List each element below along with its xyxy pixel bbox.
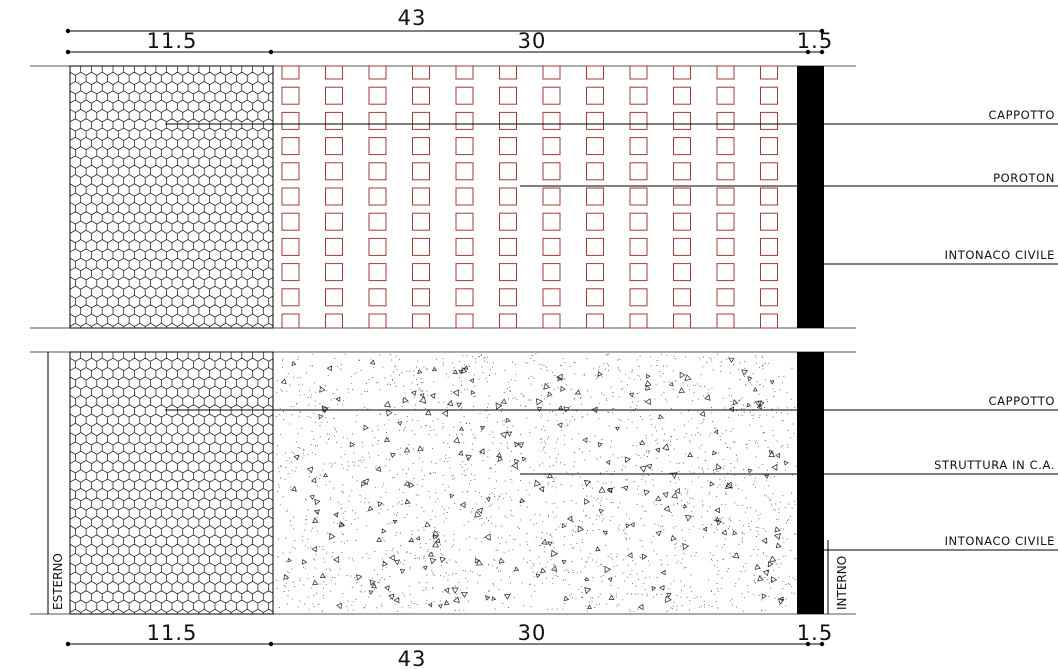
dim-core-top: 30 bbox=[518, 29, 547, 53]
label-cappotto-top: CAPPOTTO bbox=[988, 108, 1055, 122]
dim-insulation-bottom: 11.5 bbox=[147, 621, 198, 645]
label-esterno: ESTERNO bbox=[51, 553, 65, 610]
section-poroton: CAPPOTTO POROTON INTONACO CIVILE bbox=[30, 65, 1058, 329]
label-cappotto-bottom: CAPPOTTO bbox=[988, 394, 1055, 408]
plaster-layer-top bbox=[797, 66, 824, 328]
dim-total-top: 43 bbox=[398, 6, 427, 30]
dim-plaster-top: 1.5 bbox=[797, 29, 833, 53]
dim-total-bottom: 43 bbox=[398, 647, 427, 669]
label-intonaco-bottom: INTONACO CIVILE bbox=[945, 534, 1055, 548]
section-concrete: CAPPOTTO STRUTTURA IN C.A. INTONACO CIVI… bbox=[30, 351, 1058, 615]
plaster-layer-bottom bbox=[797, 352, 824, 614]
top-dimension-chain: 43 11.5 30 1.5 bbox=[65, 6, 833, 55]
bottom-dimension-chain: 11.5 30 1.5 43 bbox=[65, 621, 833, 669]
dim-core-bottom: 30 bbox=[518, 621, 547, 645]
concrete-hatch-pattern bbox=[276, 353, 796, 613]
insulation-hatch-top bbox=[70, 66, 273, 328]
insulation-hatch-bottom bbox=[70, 352, 273, 614]
label-poroton: POROTON bbox=[993, 171, 1055, 185]
poroton-block-pattern bbox=[281, 65, 778, 329]
label-intonaco-top: INTONACO CIVILE bbox=[945, 248, 1055, 262]
dim-insulation-top: 11.5 bbox=[147, 29, 198, 53]
label-struttura-ca: STRUTTURA IN C.A. bbox=[934, 458, 1055, 472]
label-interno: INTERNO bbox=[835, 556, 849, 610]
dim-plaster-bottom: 1.5 bbox=[797, 621, 833, 645]
